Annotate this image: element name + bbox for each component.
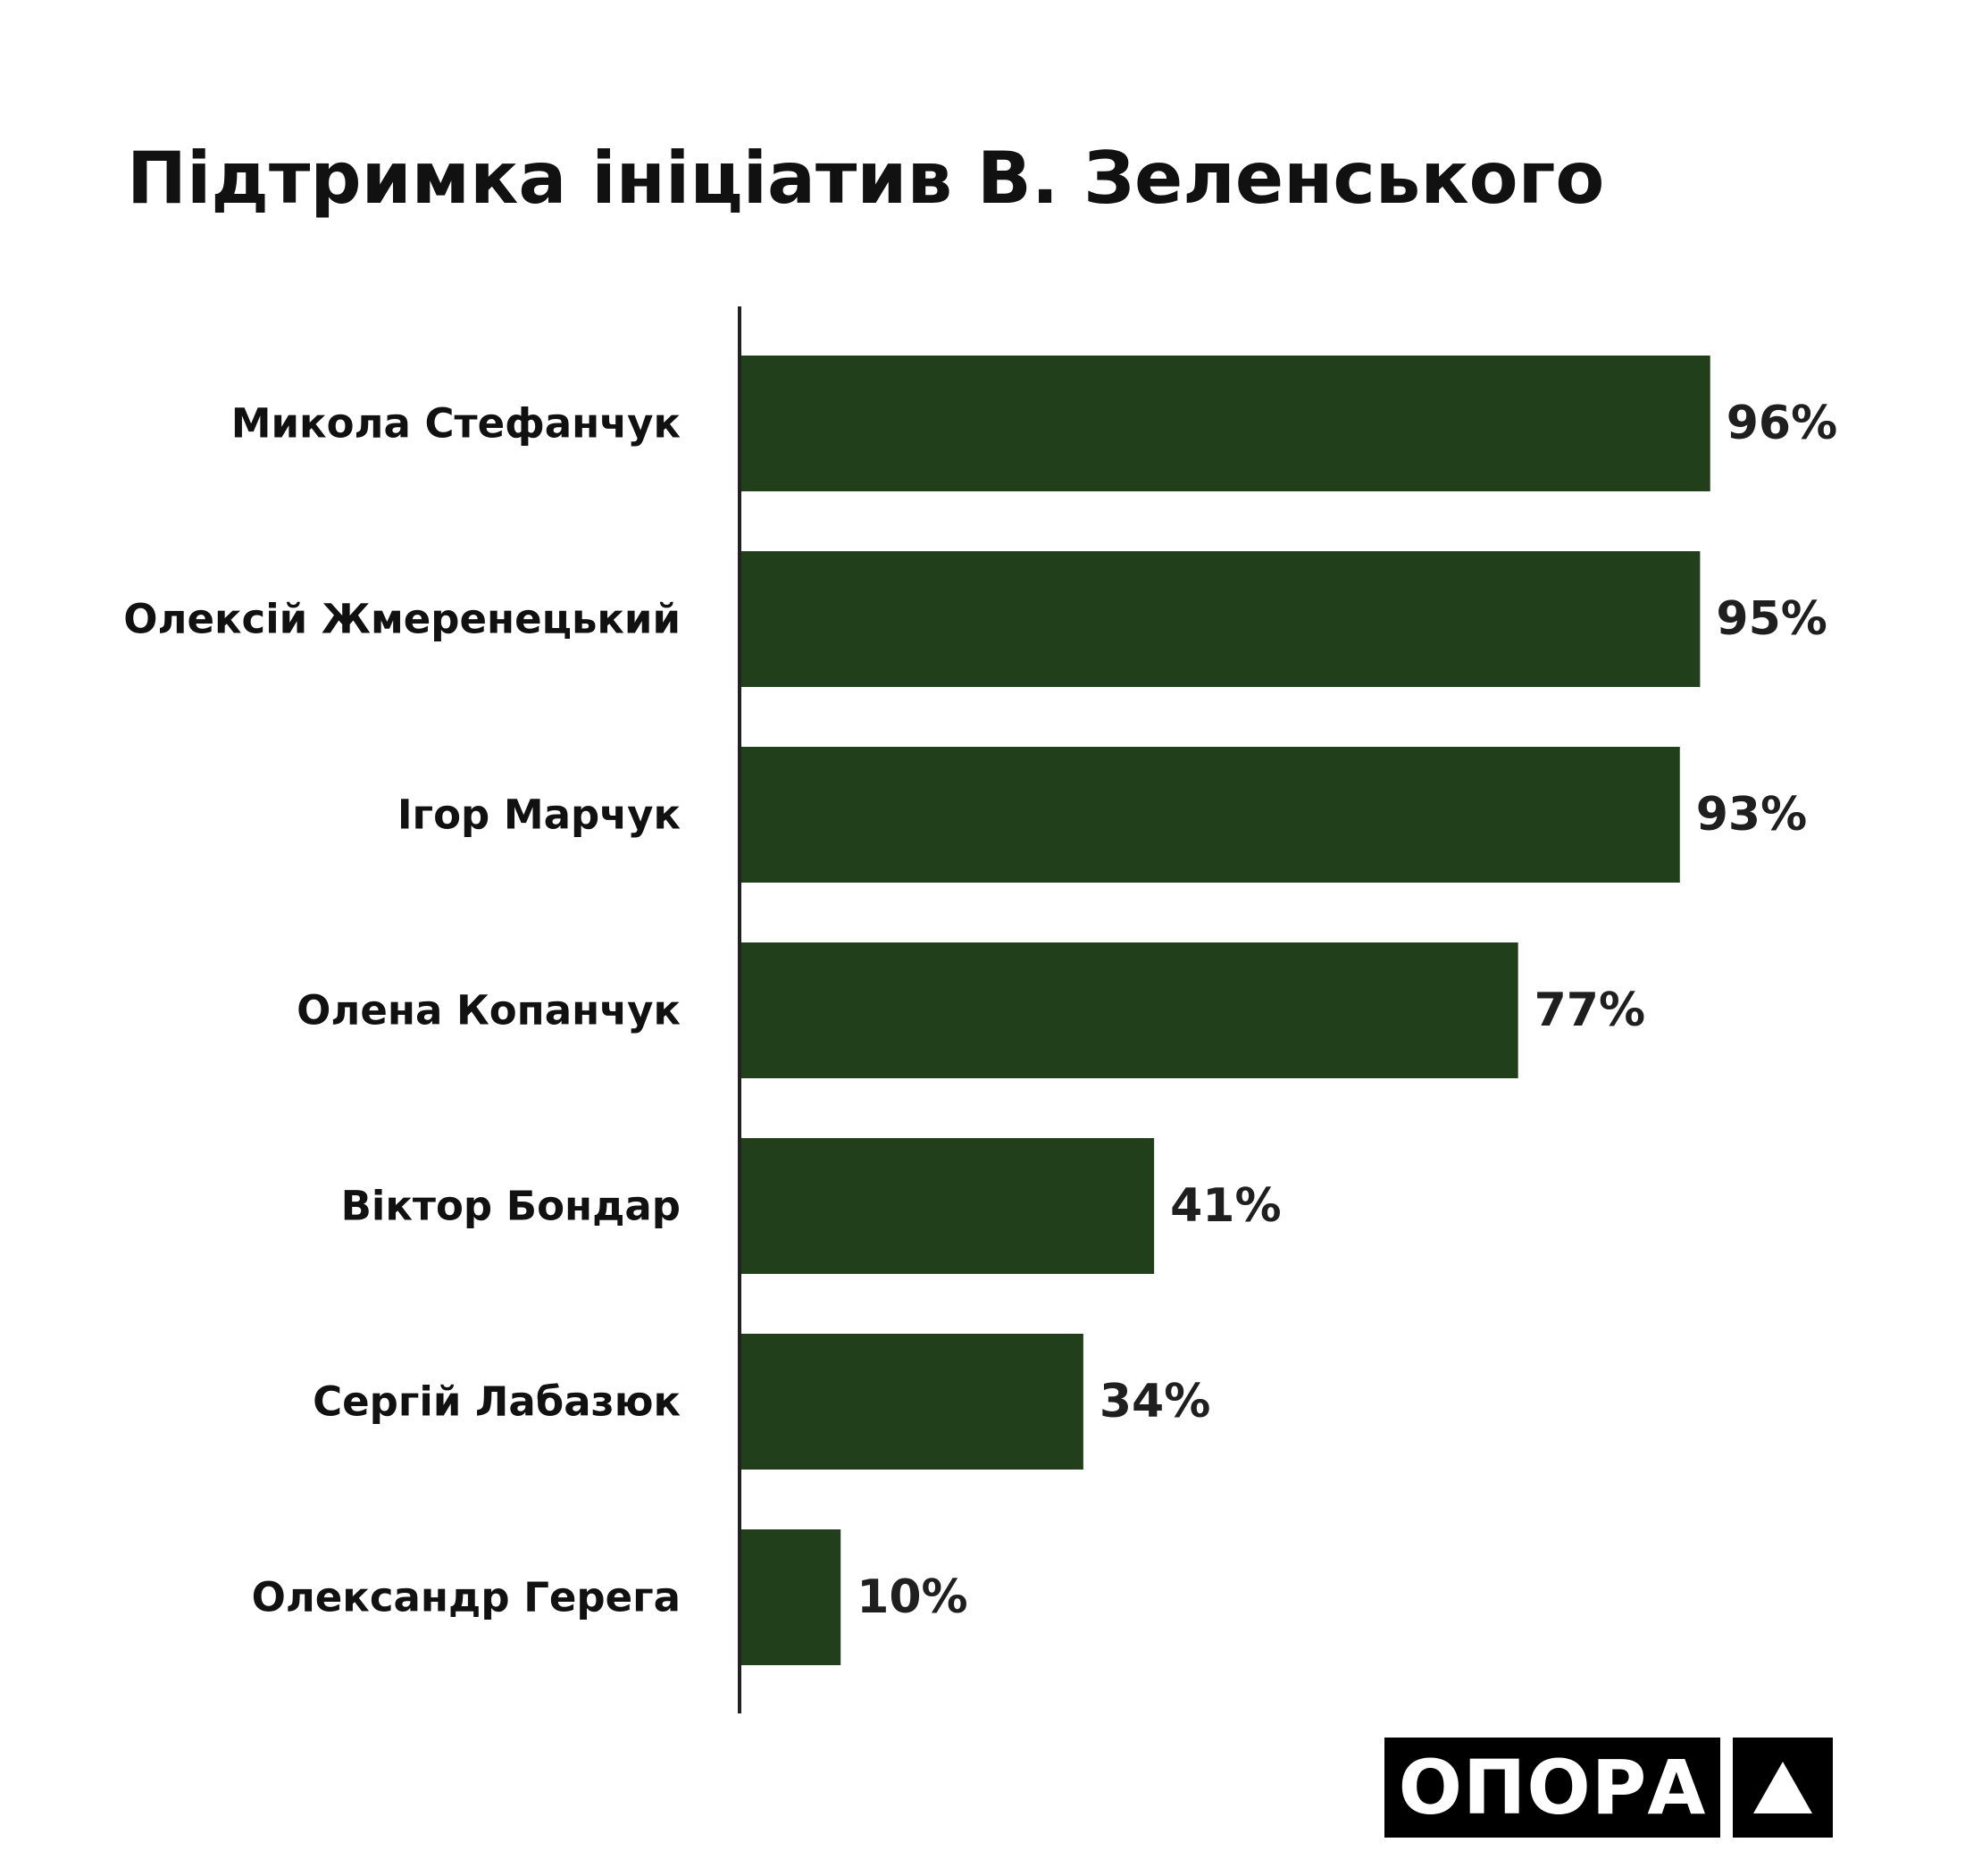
value-label: 95% [1716,592,1827,646]
value-label: 93% [1696,788,1807,842]
bar [740,1334,1083,1470]
category-label: Олексій Жмеренецький [123,596,681,643]
opora-logo: ОПОРА [1384,1738,1833,1838]
category-label: Олена Копанчук [297,987,681,1034]
category-label: Олександр Герега [252,1574,681,1621]
category-label: Віктор Бондар [341,1183,681,1230]
bar [740,551,1701,687]
value-label: 34% [1100,1375,1210,1428]
bar [740,1138,1155,1274]
logo-wordmark: ОПОРА [1384,1738,1720,1838]
bar [740,747,1680,883]
bar [740,356,1710,491]
chart-title: Підтримка ініціатив В. Зеленського [127,137,1605,220]
bar [740,1529,841,1665]
category-label: Ігор Марчук [397,791,681,839]
category-label: Сергій Лабазюк [313,1378,681,1426]
triangle-icon [1733,1738,1833,1838]
category-label: Микола Стефанчук [231,400,681,448]
value-label: 10% [857,1570,967,1624]
value-label: 77% [1534,984,1645,1037]
value-label: 96% [1727,397,1837,450]
value-label: 41% [1170,1179,1281,1233]
bar [740,942,1518,1078]
